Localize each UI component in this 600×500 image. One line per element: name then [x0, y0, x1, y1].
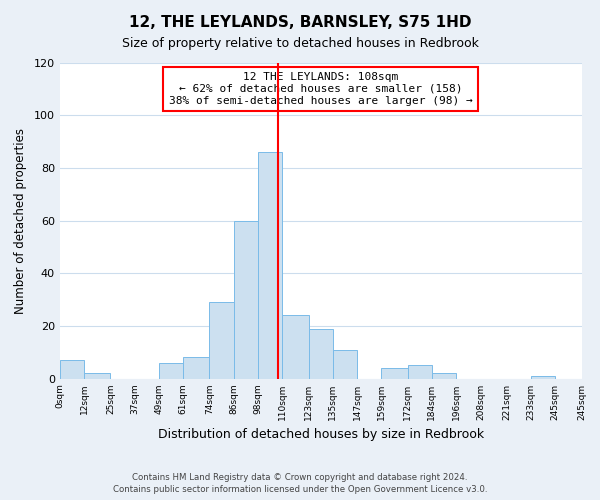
Bar: [209, 302, 234, 378]
X-axis label: Distribution of detached houses by size in Redbrook: Distribution of detached houses by size …: [158, 428, 484, 441]
Text: Contains public sector information licensed under the Open Government Licence v3: Contains public sector information licen…: [113, 484, 487, 494]
Y-axis label: Number of detached properties: Number of detached properties: [14, 128, 27, 314]
Bar: [84, 374, 110, 378]
Bar: [234, 220, 258, 378]
Bar: [382, 368, 407, 378]
Bar: [308, 328, 333, 378]
Bar: [333, 350, 357, 378]
Bar: [159, 363, 183, 378]
Text: 12, THE LEYLANDS, BARNSLEY, S75 1HD: 12, THE LEYLANDS, BARNSLEY, S75 1HD: [129, 15, 471, 30]
Text: Size of property relative to detached houses in Redbrook: Size of property relative to detached ho…: [122, 38, 478, 51]
Bar: [531, 376, 556, 378]
Bar: [282, 316, 308, 378]
Bar: [407, 366, 432, 378]
Bar: [432, 374, 456, 378]
Text: 12 THE LEYLANDS: 108sqm
← 62% of detached houses are smaller (158)
38% of semi-d: 12 THE LEYLANDS: 108sqm ← 62% of detache…: [169, 72, 473, 106]
Bar: [183, 358, 209, 378]
Text: Contains HM Land Registry data © Crown copyright and database right 2024.: Contains HM Land Registry data © Crown c…: [132, 474, 468, 482]
Bar: [60, 360, 84, 378]
Bar: [258, 152, 282, 378]
